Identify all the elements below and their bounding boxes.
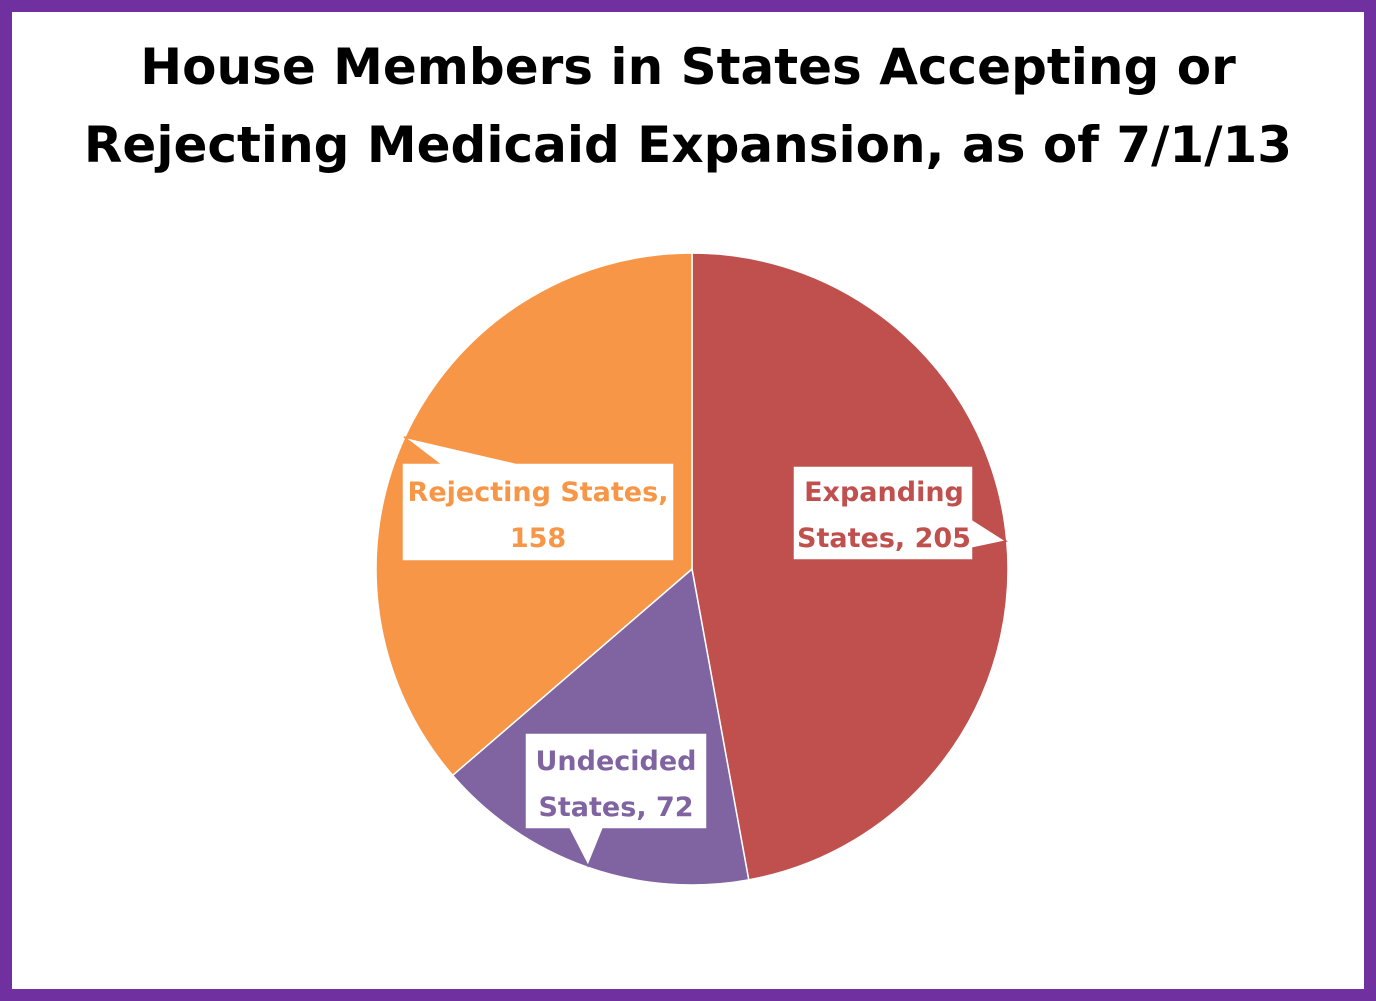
callout-expanding-states: Expanding States, 205 bbox=[792, 465, 1008, 561]
data-label-expanding-states-line-1: Expanding bbox=[804, 477, 964, 508]
data-label-rejecting-states-line-1: Rejecting States, bbox=[408, 477, 669, 508]
pie-slices bbox=[375, 252, 1009, 886]
callout-box-expanding-states bbox=[792, 465, 1008, 561]
chart-title: House Members in States Accepting or Rej… bbox=[12, 28, 1364, 184]
callout-rejecting-states: Rejecting States, 158 bbox=[401, 436, 675, 562]
callout-undecided-states: Undecided States, 72 bbox=[524, 732, 708, 868]
data-label-expanding-states-line-2: States, 205 bbox=[797, 523, 971, 554]
callout-box-rejecting-states bbox=[401, 436, 675, 562]
chart-title-line-1: House Members in States Accepting or bbox=[140, 38, 1236, 96]
data-label-undecided-states-line-2: States, 72 bbox=[538, 792, 693, 823]
pie-slice-expanding-states bbox=[691, 252, 1009, 881]
chart-title-line-2: Rejecting Medicaid Expansion, as of 7/1/… bbox=[83, 116, 1293, 174]
data-label-undecided-states-line-1: Undecided bbox=[535, 746, 696, 777]
pie-callouts: Expanding States, 205 Undecided States, 72 R… bbox=[401, 436, 1008, 868]
data-label-rejecting-states-line-2: 158 bbox=[510, 523, 566, 554]
callout-box-undecided-states bbox=[524, 732, 708, 868]
